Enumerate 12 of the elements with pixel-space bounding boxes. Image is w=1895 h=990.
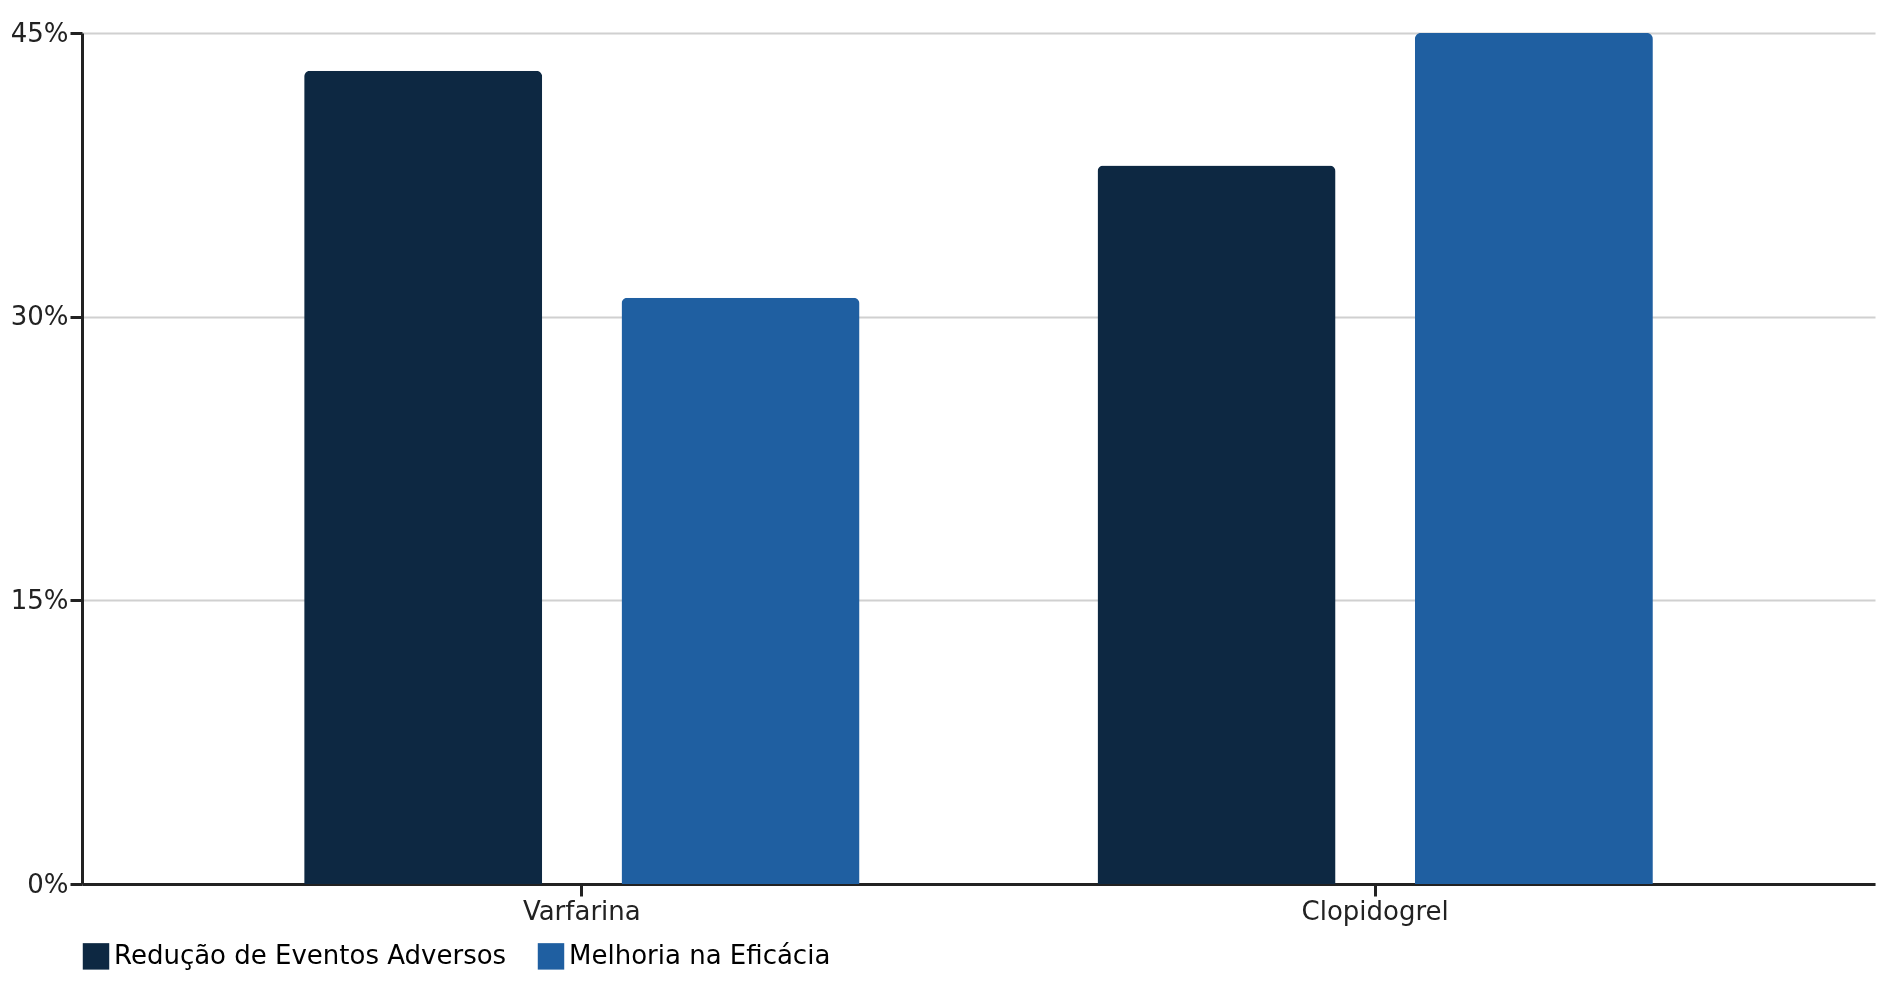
bar [621,297,860,884]
y-tick-label: 45% [10,17,69,48]
bar [304,70,543,884]
y-tick-label: 0% [27,868,69,899]
y-tick-label: 30% [10,301,69,332]
x-tick-label: Clopidogrel [1301,895,1449,926]
y-tick-label: 15% [10,584,69,615]
legend-label: Melhoria na Eficácia [569,940,831,971]
bar [1097,165,1336,884]
x-tick-label: Varfarina [522,895,641,926]
legend-label: Redução de Eventos Adversos [114,940,507,971]
bar [1414,33,1653,884]
